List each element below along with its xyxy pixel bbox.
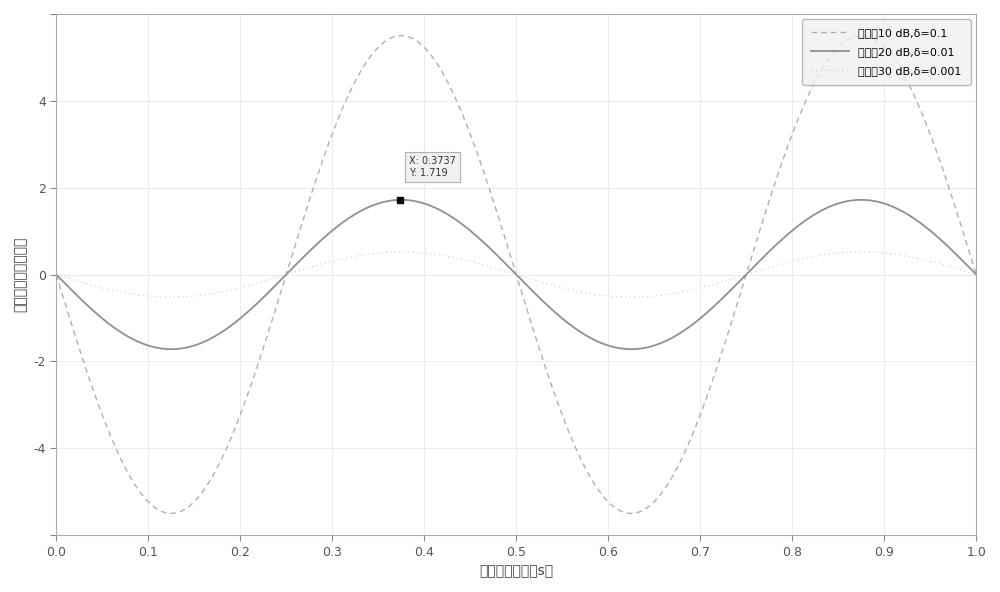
Line: 方向性10 dB,δ=0.1: 方向性10 dB,δ=0.1 xyxy=(56,36,976,513)
方向性10 dB,δ=0.1 xyxy=(50,271,62,278)
方向性30 dB,δ=0.001 xyxy=(443,253,455,260)
方向性30 dB,δ=0.001 xyxy=(165,294,177,301)
方向性30 dB,δ=0.001 xyxy=(855,249,867,256)
方向性30 dB,δ=0.001 xyxy=(953,266,965,273)
方向性20 dB,δ=0.01 xyxy=(165,346,177,353)
方向性10 dB,δ=0.1 xyxy=(210,466,222,474)
方向性20 dB,δ=0.01 xyxy=(853,197,865,204)
Text: X: 0.3737
Y: 1.719: X: 0.3737 Y: 1.719 xyxy=(409,156,456,178)
方向性30 dB,δ=0.001 xyxy=(210,289,222,297)
方向性10 dB,δ=0.1 xyxy=(165,510,177,517)
方向性30 dB,δ=0.001 xyxy=(853,249,865,256)
方向性30 dB,δ=0.001 xyxy=(155,293,167,300)
方向性10 dB,δ=0.1 xyxy=(953,214,965,221)
方向性20 dB,δ=0.01 xyxy=(970,271,982,278)
方向性20 dB,δ=0.01 xyxy=(855,197,867,204)
方向性20 dB,δ=0.01 xyxy=(403,197,415,204)
方向性20 dB,δ=0.01 xyxy=(210,332,222,339)
Line: 方向性30 dB,δ=0.001: 方向性30 dB,δ=0.001 xyxy=(56,252,976,297)
方向性10 dB,δ=0.1 xyxy=(443,82,455,89)
方向性10 dB,δ=0.1 xyxy=(853,32,865,39)
方向性20 dB,δ=0.01 xyxy=(50,271,62,278)
方向性30 dB,δ=0.001 xyxy=(970,271,982,278)
方向性30 dB,δ=0.001 xyxy=(403,249,415,256)
X-axis label: 归一化电长度（s）: 归一化电长度（s） xyxy=(479,564,553,578)
方向性20 dB,δ=0.01 xyxy=(443,212,455,219)
Legend: 方向性10 dB,δ=0.1, 方向性20 dB,δ=0.01, 方向性30 dB,δ=0.001: 方向性10 dB,δ=0.1, 方向性20 dB,δ=0.01, 方向性30 d… xyxy=(802,20,971,85)
Line: 方向性20 dB,δ=0.01: 方向性20 dB,δ=0.01 xyxy=(56,200,976,349)
方向性10 dB,δ=0.1 xyxy=(855,32,867,39)
方向性30 dB,δ=0.001 xyxy=(50,271,62,278)
方向性10 dB,δ=0.1 xyxy=(970,271,982,278)
方向性10 dB,δ=0.1 xyxy=(403,34,415,41)
Y-axis label: 相位测量误差（度）: 相位测量误差（度） xyxy=(14,237,28,312)
方向性20 dB,δ=0.01 xyxy=(953,253,965,260)
方向性20 dB,δ=0.01 xyxy=(155,345,167,352)
方向性10 dB,δ=0.1 xyxy=(155,507,167,514)
